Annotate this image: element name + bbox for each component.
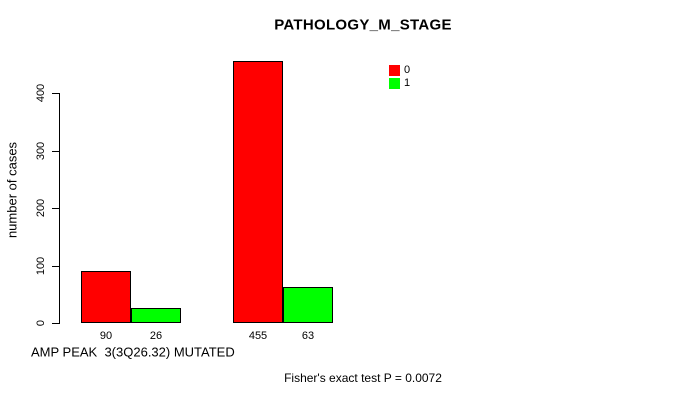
bar-count-label: 63 bbox=[301, 330, 315, 342]
fisher-test-footnote: Fisher's exact test P = 0.0072 bbox=[284, 371, 442, 385]
y-axis-tick-mark bbox=[52, 266, 59, 267]
legend-swatch-icon bbox=[389, 78, 400, 89]
bar-series-0-group-1 bbox=[81, 271, 131, 323]
y-axis-line bbox=[59, 93, 60, 324]
y-axis-tick-label: 0 bbox=[35, 319, 47, 327]
y-axis-tick-mark bbox=[52, 93, 59, 94]
legend-label: 0 bbox=[404, 64, 411, 76]
y-axis-tick-label: 300 bbox=[35, 141, 47, 161]
legend-row: 1 bbox=[389, 78, 410, 89]
y-axis-tick-mark bbox=[52, 151, 59, 152]
legend-swatch-icon bbox=[389, 65, 400, 76]
bar-count-label: 26 bbox=[149, 330, 163, 342]
y-axis-tick-mark bbox=[52, 208, 59, 209]
bar-count-label: 455 bbox=[248, 330, 268, 342]
y-axis-tick-label: 200 bbox=[35, 198, 47, 218]
legend-label: 1 bbox=[404, 77, 411, 89]
y-axis-tick-mark bbox=[52, 323, 59, 324]
bar-series-0-group-2 bbox=[233, 61, 283, 323]
legend-row: 0 bbox=[389, 65, 410, 76]
bar-series-1-group-1 bbox=[131, 308, 181, 323]
bar-series-1-group-2 bbox=[283, 287, 333, 323]
bar-count-label: 90 bbox=[99, 330, 113, 342]
y-axis-tick-label: 100 bbox=[35, 256, 47, 276]
y-axis-label: number of cases bbox=[4, 141, 20, 239]
chart-title: PATHOLOGY_M_STAGE bbox=[274, 16, 452, 34]
y-axis-tick-label: 400 bbox=[35, 83, 47, 103]
x-axis-caption: AMP PEAK 3(3Q26.32) MUTATED bbox=[31, 344, 235, 360]
